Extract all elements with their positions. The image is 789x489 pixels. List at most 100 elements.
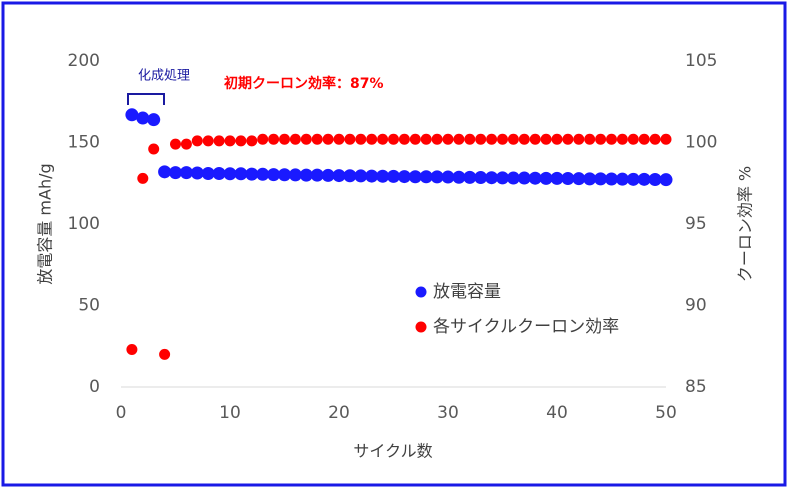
point <box>637 172 651 186</box>
point <box>245 167 259 181</box>
x-tick-label: 10 <box>219 403 241 423</box>
x-tick-label: 30 <box>437 403 459 423</box>
point <box>289 133 301 145</box>
point <box>463 170 477 184</box>
point <box>234 167 248 181</box>
point <box>648 173 662 187</box>
annotation: 初期クーロン効率：87% <box>224 75 384 92</box>
point <box>136 111 150 125</box>
point <box>355 133 367 145</box>
point <box>376 169 390 183</box>
point <box>223 167 237 181</box>
point <box>343 169 357 183</box>
point <box>453 133 465 145</box>
point <box>474 171 488 185</box>
point <box>344 133 356 145</box>
point <box>268 133 280 145</box>
point <box>288 168 302 182</box>
point <box>256 167 270 181</box>
point <box>615 172 629 186</box>
point <box>431 133 443 145</box>
point <box>518 133 530 145</box>
point <box>430 170 444 184</box>
point <box>126 344 138 356</box>
point <box>464 133 476 145</box>
legend-marker <box>415 286 427 298</box>
point <box>583 172 597 186</box>
point <box>550 171 564 185</box>
point <box>442 133 454 145</box>
point <box>528 171 542 185</box>
point <box>158 165 172 179</box>
point <box>540 133 552 145</box>
point <box>310 168 324 182</box>
point <box>397 170 411 184</box>
point <box>529 133 541 145</box>
point <box>387 169 400 183</box>
y-tick-label: 150 <box>68 133 100 153</box>
bracket <box>127 93 165 105</box>
point <box>409 133 421 145</box>
y2-tick-label: 95 <box>685 214 707 234</box>
point <box>190 166 204 180</box>
y-tick-label: 100 <box>68 214 100 234</box>
y-tick-label: 0 <box>89 377 100 397</box>
point <box>365 169 379 183</box>
point <box>224 135 236 147</box>
point <box>299 168 313 182</box>
point <box>213 135 225 147</box>
annotation: 化成処理 <box>138 69 190 84</box>
point <box>148 143 160 155</box>
point <box>388 133 399 145</box>
y-axis-title: 放電容量 mAh/g <box>36 163 55 284</box>
point <box>377 133 389 145</box>
point <box>475 133 487 145</box>
point <box>507 133 519 145</box>
point <box>170 138 181 150</box>
point <box>212 166 226 180</box>
y-tick-label: 200 <box>68 51 100 71</box>
point <box>584 133 596 145</box>
point <box>278 168 291 182</box>
point <box>354 169 368 183</box>
point <box>366 133 378 145</box>
point <box>267 168 281 182</box>
point <box>506 171 520 185</box>
x-tick-label: 20 <box>328 403 350 423</box>
point <box>179 166 193 180</box>
point <box>485 171 499 185</box>
legend-label: 放電容量 <box>433 282 501 302</box>
point <box>180 138 192 150</box>
point <box>125 108 139 122</box>
point <box>594 172 608 186</box>
point <box>605 172 618 186</box>
point <box>137 172 149 184</box>
point <box>649 133 661 145</box>
point <box>202 135 214 147</box>
point <box>246 135 258 147</box>
point <box>159 348 171 360</box>
point <box>257 133 269 145</box>
y2-axis-title: クーロン効率 % <box>736 166 755 282</box>
point <box>441 170 455 184</box>
y2-tick-label: 100 <box>685 133 717 153</box>
point <box>333 133 345 145</box>
point <box>539 171 553 185</box>
point <box>322 133 334 145</box>
point <box>517 171 531 185</box>
legend-marker <box>415 321 427 333</box>
point <box>486 133 498 145</box>
point <box>191 135 203 147</box>
x-axis-title: サイクル数 <box>353 442 432 461</box>
point <box>572 172 586 186</box>
legend-label: 各サイクルクーロン効率 <box>433 317 619 337</box>
point <box>595 133 607 145</box>
point <box>551 133 563 145</box>
point <box>420 133 432 145</box>
y2-tick-label: 90 <box>685 296 707 316</box>
point <box>573 133 585 145</box>
point <box>169 166 182 180</box>
point <box>638 133 650 145</box>
